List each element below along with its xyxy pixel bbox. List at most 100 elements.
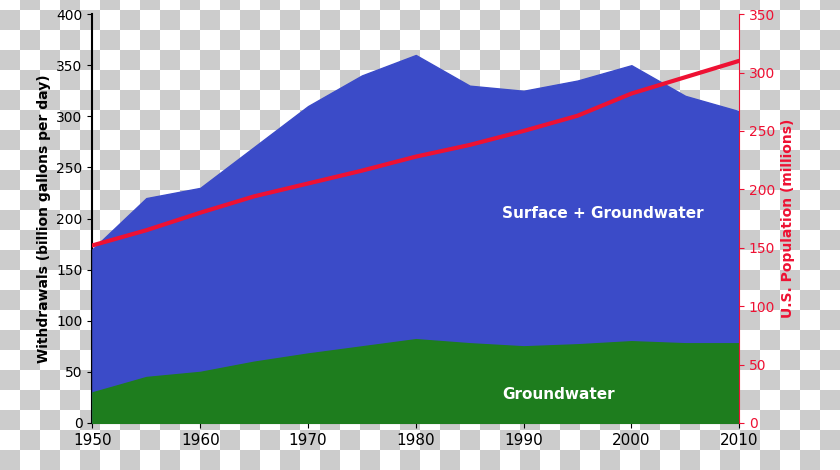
Bar xyxy=(120,70,140,90)
Bar xyxy=(460,70,480,90)
Bar xyxy=(720,30,740,50)
Bar xyxy=(160,390,180,410)
Bar xyxy=(320,330,340,350)
Bar xyxy=(720,10,740,30)
Bar xyxy=(280,410,300,430)
Bar xyxy=(760,70,780,90)
Bar xyxy=(300,430,320,450)
Bar xyxy=(280,50,300,70)
Bar xyxy=(20,0,40,10)
Bar xyxy=(620,170,640,190)
Bar xyxy=(600,30,620,50)
Bar xyxy=(20,430,40,450)
Bar xyxy=(700,350,720,370)
Bar xyxy=(800,210,820,230)
Bar xyxy=(440,90,460,110)
Bar xyxy=(700,50,720,70)
Bar xyxy=(220,310,240,330)
Bar xyxy=(740,70,760,90)
Bar xyxy=(360,190,380,210)
Bar xyxy=(140,210,160,230)
Bar xyxy=(140,90,160,110)
Bar xyxy=(220,250,240,270)
Bar xyxy=(300,370,320,390)
Bar xyxy=(300,90,320,110)
Bar xyxy=(720,310,740,330)
Bar xyxy=(780,350,800,370)
Bar xyxy=(780,90,800,110)
Bar xyxy=(420,310,440,330)
Bar xyxy=(280,70,300,90)
Bar xyxy=(300,210,320,230)
Bar xyxy=(820,0,840,10)
Bar xyxy=(760,410,780,430)
Bar xyxy=(600,370,620,390)
Bar xyxy=(500,370,520,390)
Bar xyxy=(500,110,520,130)
Bar xyxy=(160,290,180,310)
Bar xyxy=(680,10,700,30)
Bar xyxy=(720,150,740,170)
Bar xyxy=(120,130,140,150)
Bar xyxy=(320,170,340,190)
Bar xyxy=(760,210,780,230)
Bar xyxy=(400,50,420,70)
Bar xyxy=(760,390,780,410)
Bar xyxy=(0,130,20,150)
Bar xyxy=(520,310,540,330)
Bar xyxy=(740,0,760,10)
Bar xyxy=(0,410,20,430)
Bar xyxy=(60,350,80,370)
Bar xyxy=(820,190,840,210)
Bar xyxy=(500,130,520,150)
Bar xyxy=(480,90,500,110)
Bar xyxy=(400,150,420,170)
Bar xyxy=(560,70,580,90)
Bar xyxy=(360,270,380,290)
Bar xyxy=(680,330,700,350)
Bar xyxy=(20,150,40,170)
Bar xyxy=(40,410,60,430)
Bar xyxy=(200,90,220,110)
Bar xyxy=(20,70,40,90)
Y-axis label: Withdrawals (billion gallons per day): Withdrawals (billion gallons per day) xyxy=(37,74,50,363)
Bar xyxy=(140,70,160,90)
Bar xyxy=(560,330,580,350)
Bar xyxy=(720,130,740,150)
Bar xyxy=(340,90,360,110)
Bar xyxy=(760,250,780,270)
Bar xyxy=(540,370,560,390)
Bar xyxy=(60,390,80,410)
Bar xyxy=(220,430,240,450)
Bar xyxy=(0,330,20,350)
Bar xyxy=(620,350,640,370)
Bar xyxy=(820,230,840,250)
Bar xyxy=(80,110,100,130)
Bar xyxy=(800,350,820,370)
Bar xyxy=(820,370,840,390)
Bar xyxy=(800,250,820,270)
Bar xyxy=(300,330,320,350)
Bar xyxy=(720,250,740,270)
Bar xyxy=(740,390,760,410)
Bar xyxy=(80,310,100,330)
Bar xyxy=(160,310,180,330)
Bar xyxy=(780,70,800,90)
Bar xyxy=(380,70,400,90)
Bar xyxy=(440,330,460,350)
Bar xyxy=(820,50,840,70)
Bar xyxy=(660,430,680,450)
Bar xyxy=(740,270,760,290)
Bar xyxy=(500,190,520,210)
Bar xyxy=(740,110,760,130)
Bar xyxy=(200,170,220,190)
Bar xyxy=(280,390,300,410)
Bar xyxy=(300,290,320,310)
Bar xyxy=(140,30,160,50)
Bar xyxy=(580,50,600,70)
Bar xyxy=(160,50,180,70)
Bar xyxy=(660,90,680,110)
Bar xyxy=(220,270,240,290)
Bar xyxy=(120,150,140,170)
Bar xyxy=(640,50,660,70)
